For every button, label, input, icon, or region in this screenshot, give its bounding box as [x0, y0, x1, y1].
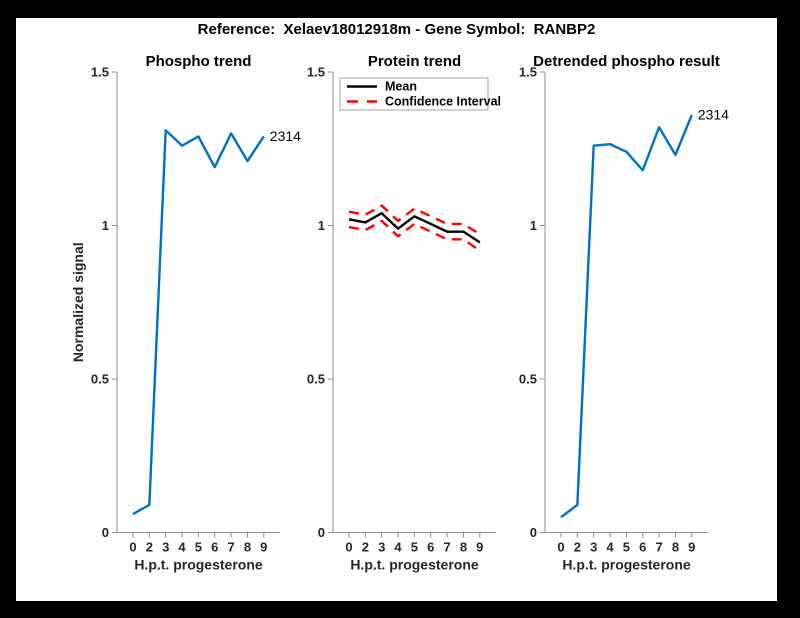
x-tick-label: 9 [260, 540, 267, 555]
x-tick-label: 2 [146, 540, 153, 555]
x-tick-label: 7 [443, 540, 450, 555]
y-tick-label: 1.5 [91, 65, 109, 80]
endpoint-label: 2314 [698, 106, 729, 122]
x-tick-label: 9 [476, 540, 483, 555]
series-line-phospho-signal [132, 129, 265, 516]
subplot-title: Phospho trend [146, 53, 252, 70]
series-line-detrended-phospho-signal [560, 114, 693, 519]
x-tick-label: 4 [178, 540, 186, 555]
legend-label: Confidence Interval [385, 95, 501, 109]
y-tick-label: 1.5 [307, 65, 325, 80]
x-tick-label: 4 [606, 540, 614, 555]
subplot-title: Protein trend [368, 53, 461, 70]
x-tick-label: 9 [688, 540, 695, 555]
x-tick-label: 6 [427, 540, 434, 555]
x-tick-label: 3 [162, 540, 169, 555]
x-tick-label: 4 [394, 540, 402, 555]
y-tick-label: 0 [530, 525, 537, 540]
x-axis-label: H.p.t. progesterone [562, 557, 691, 573]
endpoint-label: 2314 [270, 128, 301, 144]
subplot-title: Detrended phospho result [533, 53, 720, 70]
y-tick-label: 0 [102, 525, 109, 540]
x-tick-label: 6 [639, 540, 646, 555]
x-tick-label: 5 [195, 540, 202, 555]
x-tick-label: 0 [129, 540, 136, 555]
x-tick-label: 2 [362, 540, 369, 555]
x-tick-label: 5 [623, 540, 630, 555]
y-tick-label: 0 [318, 525, 325, 540]
series-line-mean [348, 212, 481, 244]
x-tick-label: 0 [557, 540, 564, 555]
figure-area: Reference: Xelaev18012918m - Gene Symbol… [16, 18, 777, 601]
figure-title: Reference: Xelaev18012918m - Gene Symbol… [197, 21, 596, 38]
y-tick-label: 1 [318, 218, 325, 233]
legend-label: Mean [385, 80, 417, 94]
x-tick-label: 6 [211, 540, 218, 555]
x-tick-label: 8 [244, 540, 251, 555]
x-tick-label: 8 [672, 540, 679, 555]
x-axis-label: H.p.t. progesterone [350, 557, 479, 573]
y-tick-label: 1.5 [519, 65, 537, 80]
series-line-confidence-interval-upper [348, 204, 481, 236]
y-tick-label: 0.5 [519, 372, 537, 387]
x-tick-label: 2 [574, 540, 581, 555]
x-axis-label: H.p.t. progesterone [134, 557, 263, 573]
series-line-confidence-interval-lower [348, 219, 481, 252]
y-tick-label: 1 [530, 218, 537, 233]
x-tick-label: 8 [460, 540, 467, 555]
y-axis-label: Normalized signal [70, 242, 86, 362]
y-tick-label: 0.5 [91, 372, 109, 387]
legend-box [339, 77, 489, 111]
x-tick-label: 3 [590, 540, 597, 555]
x-tick-label: 5 [411, 540, 418, 555]
x-tick-label: 7 [227, 540, 234, 555]
x-tick-label: 7 [655, 540, 662, 555]
x-tick-label: 3 [378, 540, 385, 555]
x-tick-label: 0 [345, 540, 352, 555]
y-tick-label: 1 [102, 218, 109, 233]
y-tick-label: 0.5 [307, 372, 325, 387]
